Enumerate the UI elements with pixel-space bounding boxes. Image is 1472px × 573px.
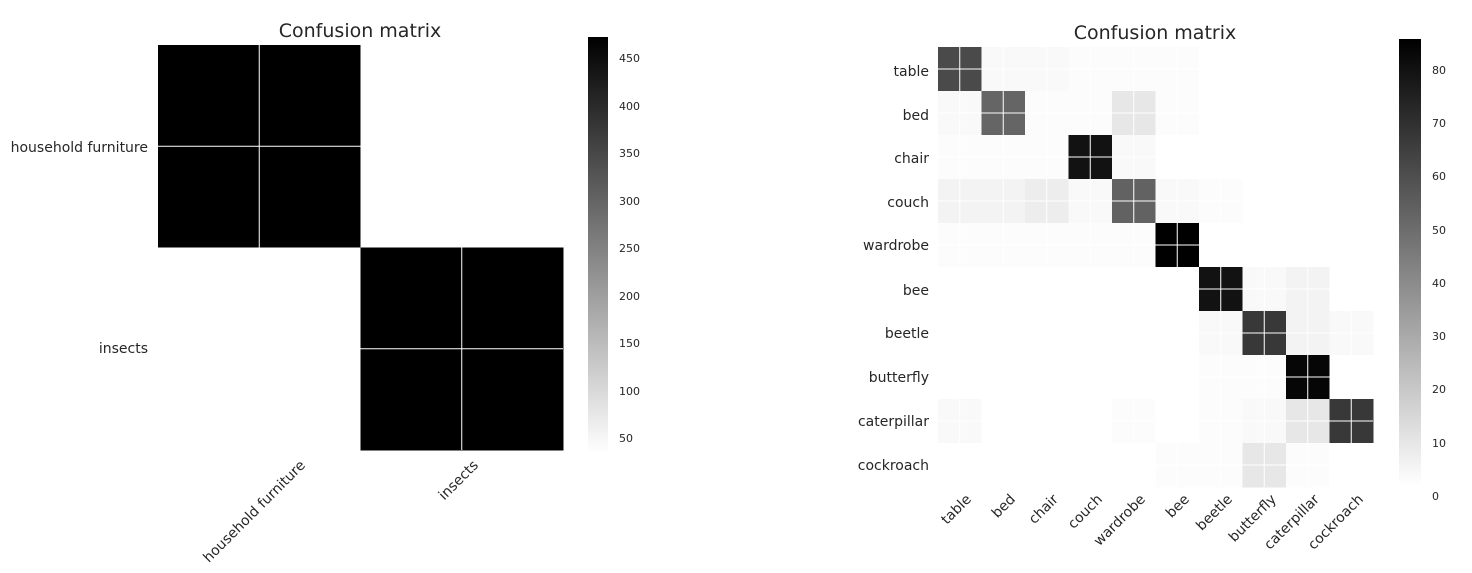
chart-2-x-tick-label: bee [1163, 492, 1193, 522]
chart-2-colorbar-tick-label: 60 [1432, 170, 1446, 183]
chart-2-colorbar-ticks: 0 10 20 30 40 50 60 70 80 [1432, 64, 1446, 503]
chart-2-colorbar-tick-label: 10 [1432, 437, 1446, 450]
chart-2-x-tick-label: beetle [1193, 492, 1236, 535]
chart-2-gridlines [938, 47, 1373, 487]
chart-1-colorbar [588, 37, 608, 453]
chart-2-colorbar-tick-label: 80 [1432, 64, 1446, 77]
chart-1-colorbar-tick-label: 400 [619, 100, 640, 113]
chart-2-colorbar-tick-label: 0 [1432, 490, 1439, 503]
chart-1: Confusion matrix household furniture ins… [11, 20, 640, 566]
chart-1-x-tick-labels: household furniture insects [200, 458, 481, 566]
chart-2-colorbar [1399, 39, 1421, 486]
chart-2-title: Confusion matrix [1074, 22, 1236, 44]
chart-2-colorbar-tick-label: 40 [1432, 277, 1446, 290]
chart-2-x-tick-label: couch [1065, 492, 1106, 533]
chart-2-y-tick-label: bee [903, 283, 929, 299]
chart-2-x-tick-label: chair [1026, 491, 1062, 527]
chart-2-y-tick-label: butterfly [869, 370, 929, 386]
chart-2-colorbar-tick-label: 50 [1432, 224, 1446, 237]
chart-2-x-tick-label: table [938, 492, 974, 528]
chart-2-y-tick-label: caterpillar [858, 414, 929, 430]
chart-2-y-tick-label: couch [887, 195, 929, 211]
chart-1-y-tick-labels: household furniture insects [11, 140, 148, 357]
chart-1-colorbar-tick-label: 350 [619, 147, 640, 160]
chart-2-y-tick-labels: table bed chair couch wardrobe bee beetl… [858, 64, 929, 474]
chart-1-gridlines [158, 45, 563, 450]
chart-2-y-tick-label: table [894, 64, 929, 80]
chart-2-y-tick-label: beetle [885, 326, 929, 342]
chart-1-y-tick-label: household furniture [11, 140, 148, 156]
chart-1-colorbar-tick-label: 200 [619, 290, 640, 303]
chart-1-x-tick-label: household furniture [200, 458, 308, 566]
chart-2-y-tick-label: cockroach [858, 458, 929, 474]
chart-2-y-tick-label: chair [894, 151, 929, 167]
chart-2-colorbar-tick-label: 20 [1432, 383, 1446, 396]
chart-1-colorbar-tick-label: 250 [619, 242, 640, 255]
chart-1-colorbar-tick-label: 300 [619, 195, 640, 208]
chart-1-x-tick-label: insects [436, 458, 482, 504]
chart-1-colorbar-tick-label: 150 [619, 337, 640, 350]
chart-2-y-tick-label: bed [903, 108, 929, 124]
chart-1-colorbar-tick-label: 450 [619, 52, 640, 65]
chart-1-colorbar-tick-label: 50 [619, 432, 633, 445]
chart-2-colorbar-tick-label: 70 [1432, 117, 1446, 130]
chart-2-x-tick-labels: table bed chair couch wardrobe bee beetl… [938, 491, 1366, 553]
chart-2-colorbar-tick-label: 30 [1432, 330, 1446, 343]
chart-2: Confusion matrix table bed chair couch w… [858, 22, 1446, 553]
chart-2-x-tick-label: bed [989, 492, 1019, 522]
chart-1-title: Confusion matrix [279, 20, 441, 42]
chart-1-colorbar-ticks: 50 100 150 200 250 300 350 400 450 [619, 52, 640, 445]
chart-1-cells [158, 45, 564, 451]
chart-2-y-tick-label: wardrobe [863, 238, 929, 254]
chart-1-y-tick-label: insects [99, 341, 148, 357]
chart-1-colorbar-tick-label: 100 [619, 385, 640, 398]
